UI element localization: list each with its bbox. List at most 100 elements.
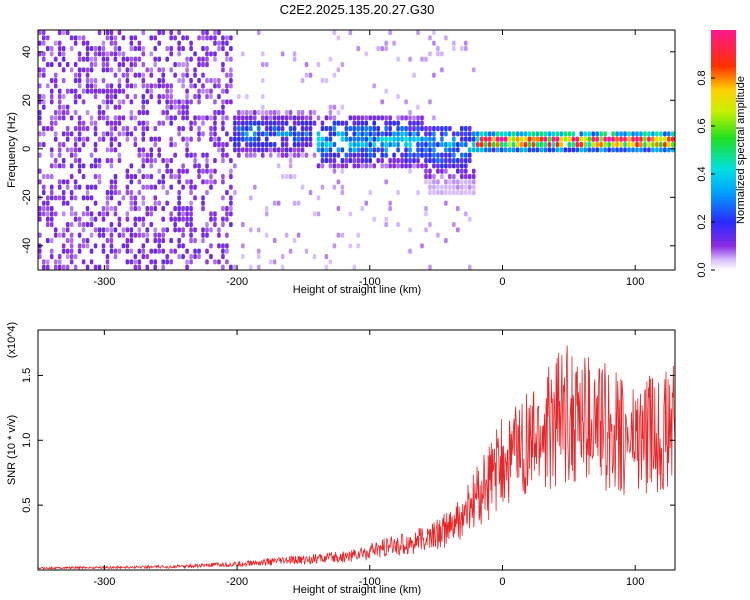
spectrogram-cell — [479, 136, 484, 142]
spectrogram-cell — [165, 46, 169, 52]
spectrogram-cell — [213, 40, 217, 46]
spectrogram-cell — [141, 163, 146, 169]
spectrogram-cell — [280, 136, 285, 142]
spectrogram-cell — [260, 94, 265, 100]
spectrogram-cell — [440, 152, 444, 158]
spectrogram-cell — [260, 78, 265, 84]
spectrogram-cell — [531, 142, 536, 148]
spectrogram-cell — [41, 72, 46, 78]
spectrogram-cell — [249, 195, 253, 201]
spectrogram-cell — [229, 200, 233, 206]
spectrogram-cell — [380, 163, 384, 169]
spectrogram-cell — [109, 195, 114, 201]
spectrogram-cell — [332, 126, 337, 132]
spectrogram-cell — [428, 99, 432, 105]
spectrogram-cell — [73, 254, 78, 260]
spectrogram-cell — [491, 142, 496, 148]
spectrogram-cell — [113, 254, 118, 260]
spectrogram-cell — [392, 136, 396, 142]
spectrogram-cell — [161, 110, 166, 116]
spectrogram-cell — [145, 152, 150, 158]
spectrogram-cell — [308, 136, 313, 142]
spectrogram-cell — [507, 136, 512, 142]
spectrogram-cell — [189, 40, 193, 46]
spectrogram-cell — [197, 163, 201, 169]
spectrogram-cell — [372, 83, 377, 89]
spectrogram-cell — [125, 94, 130, 100]
spectrogram-cell — [559, 136, 564, 142]
spectrogram-cell — [316, 131, 321, 137]
spectrogram-cell — [181, 216, 185, 222]
spectrogram-cell — [595, 131, 599, 137]
spectrogram-cell — [101, 51, 106, 57]
spectrogram-cell — [125, 168, 130, 174]
spectrogram-cell — [97, 30, 102, 36]
spectrogram-cell — [153, 184, 158, 190]
spectrogram-cell — [348, 147, 353, 153]
spectrogram-cell — [360, 136, 365, 142]
x-tick-label: -100 — [359, 576, 381, 588]
spectrogram-cell — [105, 195, 110, 201]
spectrogram-cell — [467, 152, 472, 158]
spectrogram-cell — [189, 238, 193, 244]
spectrogram-cell — [400, 158, 404, 164]
spectrogram-cell — [69, 35, 74, 41]
spectrogram-cell — [201, 238, 205, 244]
spectrogram-cell — [320, 158, 325, 164]
spectrogram-cell — [73, 40, 78, 46]
spectrogram-cell — [201, 232, 205, 238]
spectrogram-cell — [177, 110, 181, 116]
spectrogram-cell — [551, 136, 556, 142]
spectrogram-cell — [113, 136, 118, 142]
spectrogram-cell — [479, 147, 484, 153]
spectrogram-cell — [165, 227, 169, 233]
spectrogram-cell — [205, 168, 209, 174]
spectrogram-cell — [428, 51, 432, 57]
spectrogram-cell — [57, 254, 62, 260]
spectrogram-cell — [432, 40, 436, 46]
spectrogram-cell — [444, 163, 448, 169]
spectrogram-cell — [69, 147, 74, 153]
spectrogram-cell — [193, 152, 197, 158]
spectrogram-cell — [141, 51, 146, 57]
spectrogram-cell — [85, 67, 90, 73]
spectrogram-cell — [280, 254, 285, 260]
spectrogram-cell — [185, 110, 189, 116]
spectrogram-cell — [157, 40, 162, 46]
spectrogram-cell — [189, 99, 193, 105]
spectrogram-cell — [133, 46, 138, 52]
spectrogram-cell — [328, 110, 333, 116]
spectrogram-cell — [631, 136, 635, 142]
spectrogram-cell — [623, 131, 627, 137]
spectrogram-cell — [45, 195, 50, 201]
spectrogram-cell — [57, 232, 62, 238]
spectrogram-cell — [61, 264, 66, 270]
spectrogram-cell — [555, 142, 560, 148]
spectrogram-cell — [300, 152, 305, 158]
spectrogram-cell — [38, 254, 42, 260]
spectrogram-cell — [77, 248, 82, 254]
spectrogram-cell — [173, 222, 177, 228]
spectrogram-cell — [101, 136, 106, 142]
spectrogram-cell — [424, 56, 428, 62]
spectrogram-cell — [348, 211, 353, 217]
spectrogram-cell — [157, 99, 162, 105]
spectrogram-cell — [412, 131, 416, 137]
spectrogram-cell — [133, 35, 138, 41]
spectrogram-cell — [169, 94, 173, 100]
spectrogram-cell — [631, 147, 635, 153]
spectrogram-cell — [209, 51, 213, 57]
spectrogram-cell — [456, 179, 460, 185]
spectrogram-cell — [328, 152, 333, 158]
spectrogram-cell — [93, 88, 98, 94]
spectrogram-cell — [129, 206, 134, 212]
spectrogram-cell — [133, 126, 138, 132]
spectrogram-cell — [153, 142, 158, 148]
spectrogram-cell — [141, 158, 146, 164]
spectrogram-cell — [53, 120, 58, 126]
spectrogram-cell — [392, 142, 396, 148]
spectrogram-cell — [105, 131, 110, 137]
spectrogram-cell — [161, 179, 166, 185]
spectrogram-cell — [241, 147, 245, 153]
spectrogram-cell — [440, 184, 444, 190]
